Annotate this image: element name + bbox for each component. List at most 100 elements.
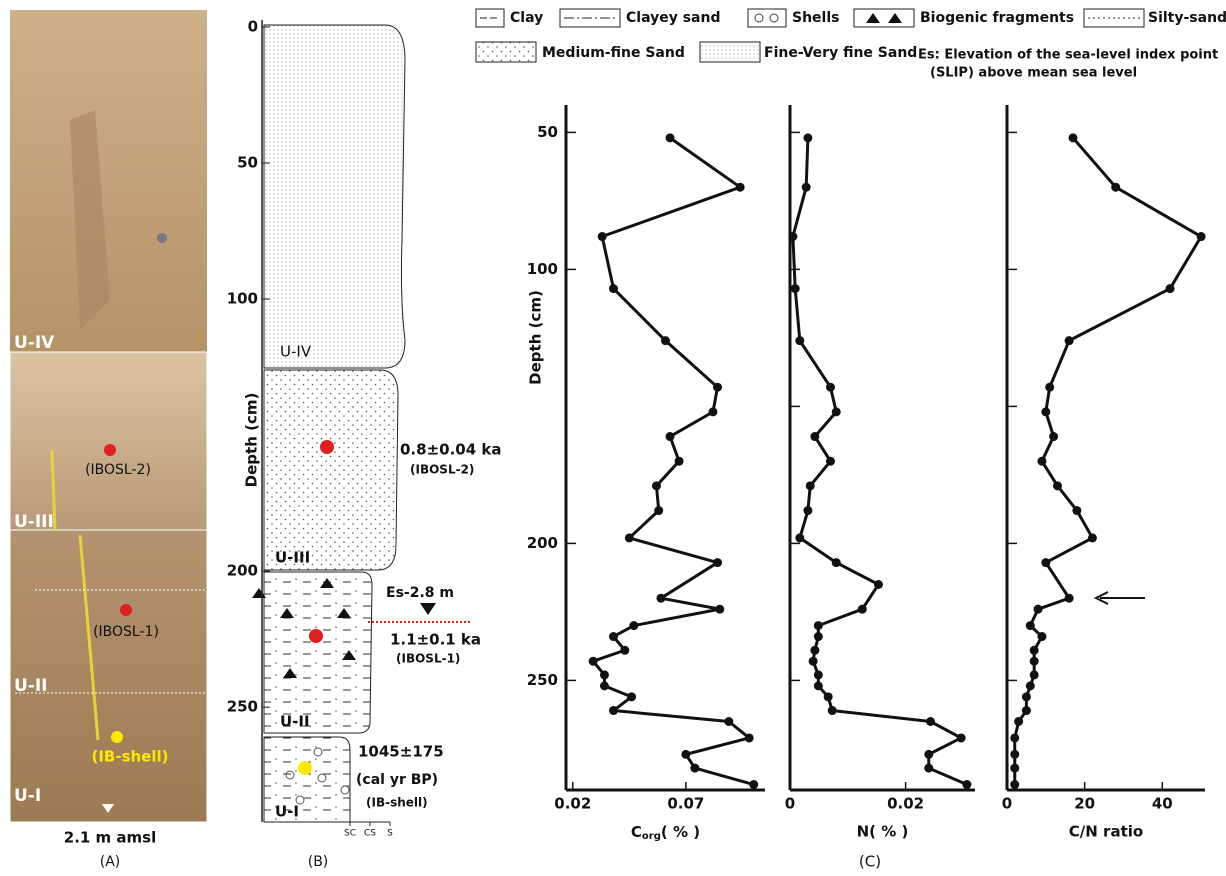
data-point: [609, 706, 618, 715]
legend-swatch: [748, 9, 786, 27]
y-tick-label: 100: [227, 290, 258, 308]
data-point: [924, 764, 933, 773]
unit-block: [264, 572, 372, 733]
y-tick-label: 200: [527, 534, 558, 552]
sample-label: (IB-shell): [91, 748, 168, 766]
legend-swatch: [700, 42, 760, 62]
data-point: [806, 481, 815, 490]
data-point: [1026, 681, 1035, 690]
legend-swatch: [476, 42, 536, 62]
age-label: 1045±175: [358, 743, 444, 761]
panel-label: (B): [308, 854, 329, 870]
data-point: [832, 407, 841, 416]
data-point: [814, 670, 823, 679]
arrow: [1096, 592, 1145, 604]
data-point: [1034, 605, 1043, 614]
photo-section: [10, 352, 207, 530]
data-point: [810, 646, 819, 655]
marker: [420, 603, 436, 615]
x-axis-label-part: C: [631, 823, 642, 841]
legend-label: Silty-sand: [1148, 10, 1226, 26]
data-point: [814, 621, 823, 630]
sample-dot: [309, 629, 323, 643]
data-point: [1010, 750, 1019, 759]
y-tick-label: 0: [248, 18, 258, 36]
data-point: [1065, 336, 1074, 345]
y-tick-label: 250: [527, 671, 558, 689]
sample-dot: [104, 444, 116, 456]
data-point: [1197, 232, 1206, 241]
profile-line: [593, 138, 754, 785]
legend-label: Fine-Very fine Sand: [764, 45, 917, 61]
data-point: [803, 133, 812, 142]
x-axis-label: C/N ratio: [1069, 823, 1143, 841]
data-point: [609, 632, 618, 641]
data-point: [809, 657, 818, 666]
legend-label: Shells: [792, 10, 839, 26]
x-tick-label: 0.02: [887, 795, 924, 813]
axis-label: Depth (cm): [243, 393, 261, 488]
grain-label: SC: [344, 829, 356, 839]
legend-label: Clay: [510, 10, 543, 26]
grain-label: CS: [364, 829, 376, 839]
data-point: [802, 183, 811, 192]
data-point: [629, 621, 638, 630]
data-point: [814, 632, 823, 641]
data-point: [736, 183, 745, 192]
data-point: [957, 733, 966, 742]
data-point: [1030, 657, 1039, 666]
elevation-label: Es-2.8 m: [386, 585, 454, 601]
data-point: [1041, 407, 1050, 416]
unit-block: [264, 370, 398, 570]
age-label: (cal yr BP): [356, 772, 438, 788]
data-point: [828, 706, 837, 715]
sample-dot: [320, 440, 334, 454]
data-point: [627, 692, 636, 701]
data-point: [1030, 646, 1039, 655]
data-point: [666, 133, 675, 142]
data-point: [1030, 670, 1039, 679]
unit-label: U-IV: [280, 343, 312, 361]
data-point: [791, 284, 800, 293]
legend: Clay Clayey sand Shells Biogenic fragmen…: [476, 9, 1226, 81]
data-point: [654, 506, 663, 515]
data-point: [1045, 383, 1054, 392]
legend-note: (SLIP) above mean sea level: [930, 66, 1137, 81]
y-axis-label: Depth (cm): [527, 290, 545, 385]
photo-panel: U-IV U-III U-II U-I (IBOSL-2) (IBOSL-1) …: [10, 10, 207, 870]
y-tick-label: 200: [227, 562, 258, 580]
data-point: [1010, 764, 1019, 773]
grain-label: S: [387, 829, 393, 839]
data-point: [620, 646, 629, 655]
data-point: [690, 764, 699, 773]
data-point: [1049, 432, 1058, 441]
legend-label: Biogenic fragments: [920, 10, 1074, 26]
data-point: [926, 717, 935, 726]
data-point: [715, 605, 724, 614]
data-point: [962, 780, 971, 789]
x-axis-label: Corg( % ): [631, 823, 700, 843]
data-point: [874, 580, 883, 589]
data-point: [745, 733, 754, 742]
age-label: 0.8±0.04 ka: [400, 441, 501, 459]
elevation-label: 2.1 m amsl: [64, 829, 156, 847]
unit-label: U-IV: [14, 333, 55, 353]
data-point: [749, 780, 758, 789]
unit-block: [264, 25, 405, 368]
data-point: [1069, 133, 1078, 142]
panel-label: (A): [100, 854, 121, 870]
data-point: [826, 457, 835, 466]
unit-label: U-I: [275, 803, 299, 821]
data-point: [609, 284, 618, 293]
data-point: [625, 533, 634, 542]
data-point: [826, 383, 835, 392]
data-point: [1053, 481, 1062, 490]
data-point: [1014, 717, 1023, 726]
data-point: [656, 594, 665, 603]
figure: Clay Clayey sand Shells Biogenic fragmen…: [0, 0, 1226, 876]
data-point: [708, 407, 717, 416]
data-point: [666, 432, 675, 441]
data-point: [803, 506, 812, 515]
sample-label: (IBOSL-1): [93, 624, 159, 640]
data-point: [1072, 506, 1081, 515]
